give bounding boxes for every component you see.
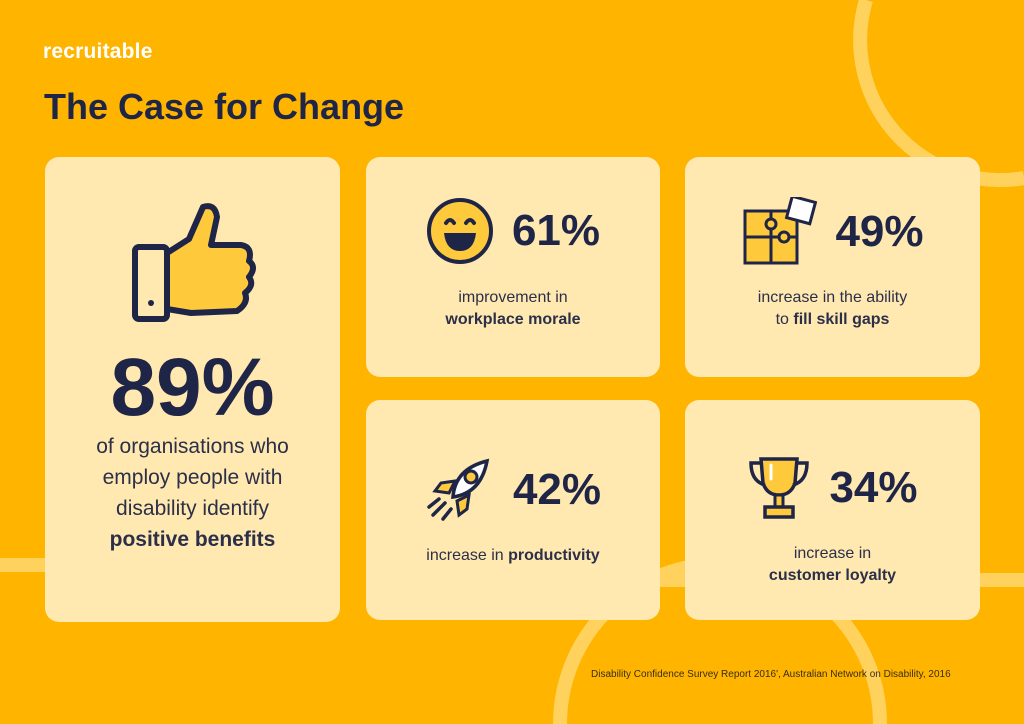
stat-value: 42% (512, 465, 602, 514)
stat-text: to (775, 311, 789, 328)
stat-card-skill-gaps: 49% increase in the ability to fill skil… (685, 157, 980, 377)
stat-bold-text: productivity (508, 547, 600, 564)
main-stat-bold: positive benefits (109, 528, 276, 551)
puzzle-icon (743, 197, 818, 265)
stat-value: 61% (511, 206, 601, 255)
stat-text: increase in (426, 547, 504, 564)
page-title: The Case for Change (44, 86, 405, 127)
stat-card-morale: 61% improvement in workplace morale (366, 157, 660, 377)
source-citation: Disability Confidence Survey Report 2016… (591, 669, 951, 680)
rocket-icon (427, 458, 490, 521)
recruitable-logo: recruitable (43, 40, 153, 63)
stat-text: increase in (793, 545, 872, 562)
stat-card-customer-loyalty: 34% increase in customer loyalty (685, 400, 980, 620)
main-stat-line: disability identify (116, 497, 269, 520)
main-stat-card: 89% of organisations who employ people w… (45, 157, 340, 622)
main-stat-description: of organisations who employ people with … (45, 431, 340, 555)
stat-description: increase in productivity (366, 545, 660, 567)
stat-description: improvement in workplace morale (366, 287, 660, 331)
stat-bold-text: workplace morale (445, 311, 581, 328)
stat-text: increase in the ability (757, 289, 908, 306)
main-stat-value: 89% (110, 342, 275, 433)
main-stat-line: of organisations who (96, 435, 289, 458)
trophy-icon (749, 457, 810, 519)
stat-value: 34% (829, 463, 918, 512)
stat-value: 49% (835, 207, 924, 256)
main-stat-line: employ people with (102, 466, 283, 489)
stat-bold-text: customer loyalty (768, 567, 897, 584)
smiley-face-icon (426, 198, 493, 264)
thumbs-up-icon (132, 203, 256, 322)
stat-description: increase in customer loyalty (685, 543, 980, 587)
stat-text: improvement in (458, 289, 568, 306)
stat-bold-text: fill skill gaps (793, 311, 890, 328)
stat-description: increase in the ability to fill skill ga… (685, 287, 980, 331)
stat-card-productivity: 42% increase in productivity (366, 400, 660, 620)
